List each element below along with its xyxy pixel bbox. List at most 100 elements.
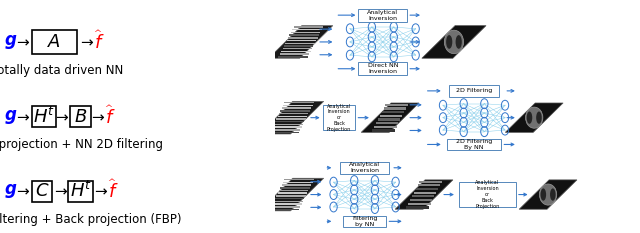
Polygon shape xyxy=(272,127,301,128)
Polygon shape xyxy=(278,192,307,194)
FancyBboxPatch shape xyxy=(70,106,91,127)
FancyBboxPatch shape xyxy=(31,30,77,54)
Text: $\widehat{f}$: $\widehat{f}$ xyxy=(105,105,115,128)
Polygon shape xyxy=(383,107,406,110)
Text: $\rightarrow$: $\rightarrow$ xyxy=(52,184,69,199)
Polygon shape xyxy=(378,118,401,121)
FancyBboxPatch shape xyxy=(447,139,501,150)
Ellipse shape xyxy=(456,35,462,49)
Ellipse shape xyxy=(550,188,556,201)
FancyBboxPatch shape xyxy=(31,181,52,202)
Text: $\mathit{H}^t$: $\mathit{H}^t$ xyxy=(70,181,92,201)
Polygon shape xyxy=(415,188,438,190)
Text: $\rightarrow$: $\rightarrow$ xyxy=(78,34,95,49)
Polygon shape xyxy=(419,181,442,183)
Polygon shape xyxy=(372,129,395,132)
FancyBboxPatch shape xyxy=(340,162,389,174)
Polygon shape xyxy=(259,101,324,134)
Polygon shape xyxy=(279,113,308,114)
Polygon shape xyxy=(291,32,321,33)
Polygon shape xyxy=(272,203,301,205)
Text: $\rightarrow$: $\rightarrow$ xyxy=(13,109,31,124)
Polygon shape xyxy=(282,107,311,109)
Polygon shape xyxy=(282,48,312,49)
Ellipse shape xyxy=(527,112,532,124)
Polygon shape xyxy=(406,206,429,209)
Polygon shape xyxy=(278,116,307,117)
Polygon shape xyxy=(292,29,322,31)
Polygon shape xyxy=(273,201,303,202)
Polygon shape xyxy=(408,203,431,205)
Text: Filtering
by NN: Filtering by NN xyxy=(352,216,377,227)
Polygon shape xyxy=(414,192,436,194)
Polygon shape xyxy=(410,199,433,201)
FancyBboxPatch shape xyxy=(323,105,355,130)
FancyBboxPatch shape xyxy=(342,216,387,227)
Polygon shape xyxy=(273,124,303,125)
Text: $\rightarrow$: $\rightarrow$ xyxy=(53,109,70,124)
Polygon shape xyxy=(285,43,315,44)
Text: 2D Filtering: 2D Filtering xyxy=(456,88,492,93)
Polygon shape xyxy=(283,105,312,106)
Polygon shape xyxy=(280,53,309,55)
Polygon shape xyxy=(279,190,308,191)
Text: Analytical
Inversion
or
Back
Projection: Analytical Inversion or Back Projection xyxy=(327,103,351,132)
Polygon shape xyxy=(289,34,319,36)
Polygon shape xyxy=(271,129,300,131)
Text: $\widehat{f}$: $\widehat{f}$ xyxy=(94,31,104,53)
Polygon shape xyxy=(374,126,397,128)
Text: $\boldsymbol{g}$: $\boldsymbol{g}$ xyxy=(4,182,18,200)
FancyBboxPatch shape xyxy=(460,182,516,207)
Text: $\widehat{f}$: $\widehat{f}$ xyxy=(108,180,118,202)
Polygon shape xyxy=(280,110,310,112)
Polygon shape xyxy=(284,179,314,180)
Ellipse shape xyxy=(540,184,557,205)
Polygon shape xyxy=(275,121,304,123)
Polygon shape xyxy=(385,104,408,106)
Polygon shape xyxy=(376,122,399,124)
Polygon shape xyxy=(259,178,324,211)
Text: $\rightarrow$: $\rightarrow$ xyxy=(13,184,31,199)
Text: $\mathit{B}$: $\mathit{B}$ xyxy=(74,107,87,126)
Ellipse shape xyxy=(444,30,463,54)
Polygon shape xyxy=(282,184,311,186)
Polygon shape xyxy=(269,132,299,133)
Text: $\rightarrow$: $\rightarrow$ xyxy=(13,34,31,49)
Polygon shape xyxy=(280,187,310,188)
Text: NN 1D filtering + Back projection (FBP): NN 1D filtering + Back projection (FBP) xyxy=(0,213,182,226)
Text: $\boldsymbol{g}$: $\boldsymbol{g}$ xyxy=(4,33,18,51)
Polygon shape xyxy=(361,103,419,132)
FancyBboxPatch shape xyxy=(358,9,408,22)
Polygon shape xyxy=(288,37,317,39)
Polygon shape xyxy=(412,195,435,198)
Text: Direct NN
Inversion: Direct NN Inversion xyxy=(367,63,398,74)
Polygon shape xyxy=(380,115,402,117)
FancyBboxPatch shape xyxy=(358,62,408,75)
Text: $\boldsymbol{g}$: $\boldsymbol{g}$ xyxy=(4,107,18,126)
Text: Backprojection + NN 2D filtering: Backprojection + NN 2D filtering xyxy=(0,138,163,151)
Text: Analytical
Inversion: Analytical Inversion xyxy=(367,10,398,21)
Polygon shape xyxy=(284,102,314,103)
Text: $\mathit{A}$: $\mathit{A}$ xyxy=(47,33,61,51)
Polygon shape xyxy=(269,209,299,210)
Polygon shape xyxy=(271,206,300,208)
Polygon shape xyxy=(276,118,306,120)
Polygon shape xyxy=(294,26,323,28)
Polygon shape xyxy=(281,51,310,52)
Polygon shape xyxy=(283,182,312,183)
Text: $\mathit{C}$: $\mathit{C}$ xyxy=(35,182,49,200)
Text: 2D Filtering
By NN: 2D Filtering By NN xyxy=(456,139,492,150)
Ellipse shape xyxy=(541,188,546,201)
Text: $\mathit{H}^t$: $\mathit{H}^t$ xyxy=(33,106,55,127)
Polygon shape xyxy=(506,103,563,132)
Text: Analytical
Inversion: Analytical Inversion xyxy=(349,162,380,173)
Text: $\rightarrow$: $\rightarrow$ xyxy=(89,109,106,124)
Text: Totally data driven NN: Totally data driven NN xyxy=(0,64,124,77)
Polygon shape xyxy=(519,180,577,209)
Polygon shape xyxy=(287,40,316,41)
Text: Analytical
Inversion
or
Back
Projection: Analytical Inversion or Back Projection xyxy=(476,180,500,209)
Polygon shape xyxy=(278,56,308,58)
Ellipse shape xyxy=(536,112,541,124)
Polygon shape xyxy=(417,184,440,186)
Polygon shape xyxy=(269,26,333,58)
